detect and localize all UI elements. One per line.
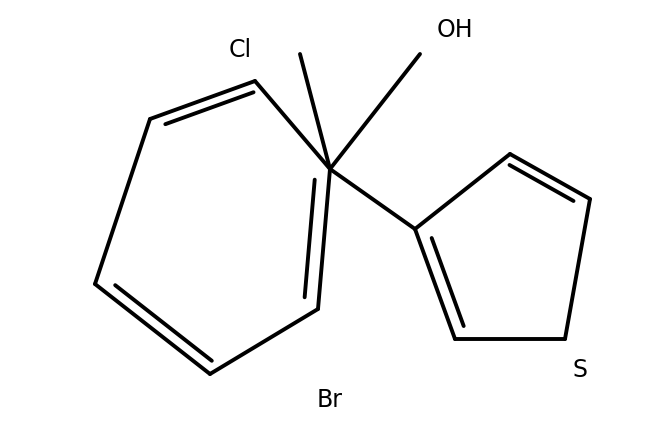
Text: S: S — [572, 357, 587, 381]
Text: Cl: Cl — [228, 38, 252, 62]
Text: Br: Br — [317, 387, 343, 411]
Text: OH: OH — [437, 18, 473, 42]
